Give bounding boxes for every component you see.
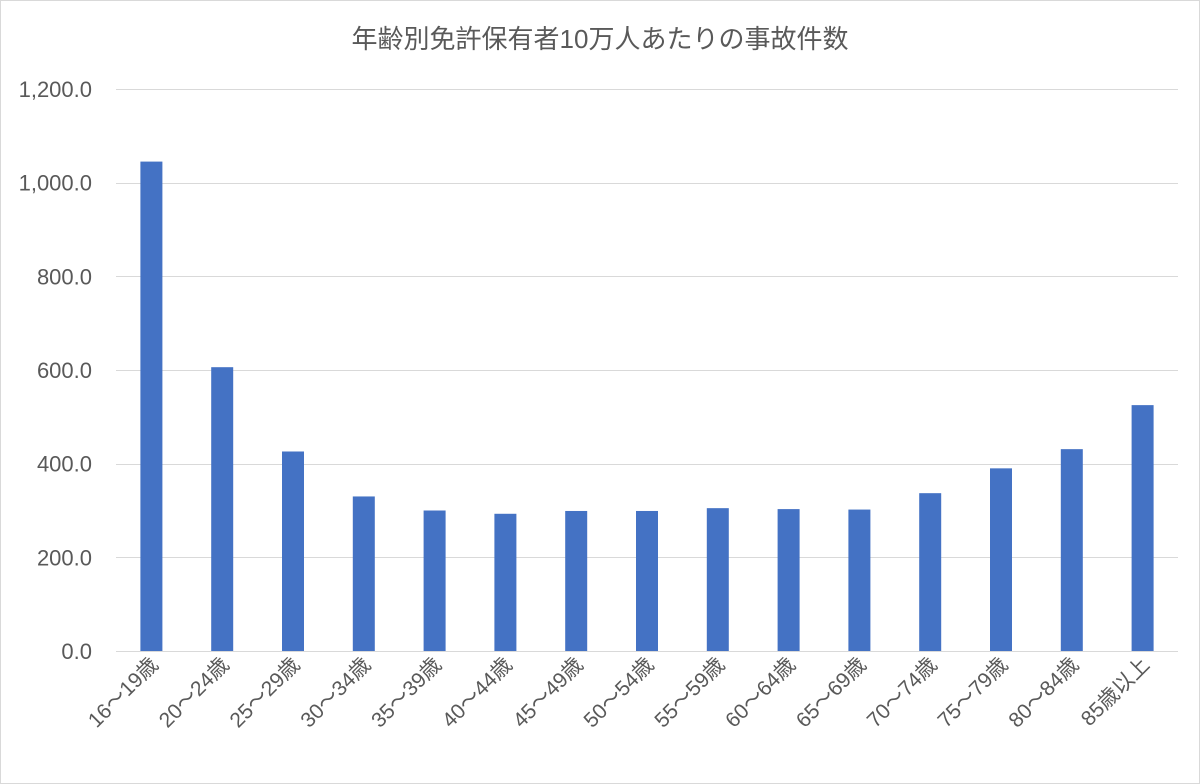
y-tick-label: 0.0 xyxy=(61,639,92,664)
bar xyxy=(848,509,871,651)
y-tick-label: 1,000.0 xyxy=(19,171,92,196)
y-tick-label: 400.0 xyxy=(37,452,92,477)
chart-title: 年齢別免許保有者10万人あたりの事故件数 xyxy=(352,24,849,54)
bar xyxy=(140,161,163,651)
y-tick-label: 1,200.0 xyxy=(19,77,92,102)
bar xyxy=(990,468,1012,651)
bar xyxy=(636,510,658,651)
y-tick-label: 800.0 xyxy=(37,264,92,289)
bar xyxy=(423,510,446,651)
bar-series xyxy=(140,161,1154,651)
bar xyxy=(352,496,375,651)
y-tick-label: 600.0 xyxy=(37,358,92,383)
bar xyxy=(777,509,800,651)
bar xyxy=(211,367,234,651)
bar xyxy=(565,510,588,651)
bar xyxy=(919,493,942,651)
y-tick-label: 200.0 xyxy=(37,545,92,570)
bar xyxy=(1131,405,1154,651)
bar xyxy=(494,513,517,651)
bar xyxy=(282,451,304,651)
bar xyxy=(1060,449,1083,651)
bar xyxy=(706,508,729,651)
y-axis: 0.0 200.0 400.0 600.0 800.0 1,000.0 1,200.0 xyxy=(19,77,92,664)
